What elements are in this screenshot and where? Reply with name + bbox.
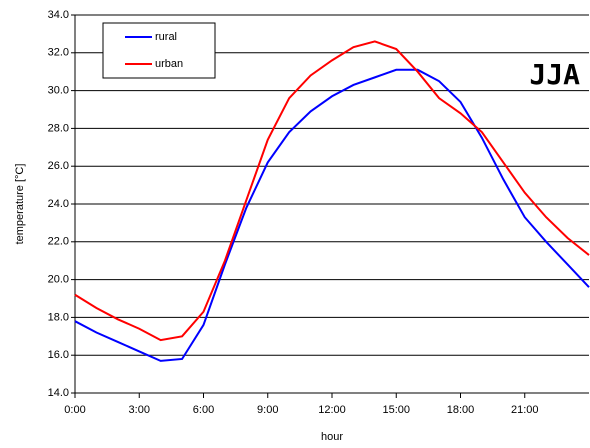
series-line <box>74 68 590 362</box>
x-tick-label: 12:00 <box>318 404 346 416</box>
y-tick-label: 34.0 <box>48 9 69 21</box>
y-tick-label: 20.0 <box>48 274 69 286</box>
y-tick-label: 14.0 <box>48 387 69 399</box>
x-tick-label: 21:00 <box>511 404 539 416</box>
annotation: JJA <box>529 58 580 91</box>
legend-label: urban <box>155 58 183 70</box>
x-tick-label: 0:00 <box>64 404 85 416</box>
x-tick-label: 15:00 <box>382 404 410 416</box>
y-axis-label: temperature [°C] <box>14 164 26 245</box>
x-tick-label: 18:00 <box>447 404 475 416</box>
x-axis-label: hour <box>321 431 343 443</box>
y-tick-label: 28.0 <box>48 122 69 134</box>
legend-box <box>102 22 216 79</box>
y-tick-label: 18.0 <box>48 311 69 323</box>
series-line <box>74 40 590 342</box>
x-tick-label: 9:00 <box>257 404 278 416</box>
legend-label: rural <box>155 31 177 43</box>
x-tick-label: 6:00 <box>193 404 214 416</box>
y-tick-label: 22.0 <box>48 236 69 248</box>
y-tick-label: 16.0 <box>48 349 69 361</box>
y-tick-label: 32.0 <box>48 47 69 59</box>
y-tick-label: 30.0 <box>48 85 69 97</box>
y-tick-label: 24.0 <box>48 198 69 210</box>
y-tick-label: 26.0 <box>48 160 69 172</box>
x-tick-label: 3:00 <box>129 404 150 416</box>
